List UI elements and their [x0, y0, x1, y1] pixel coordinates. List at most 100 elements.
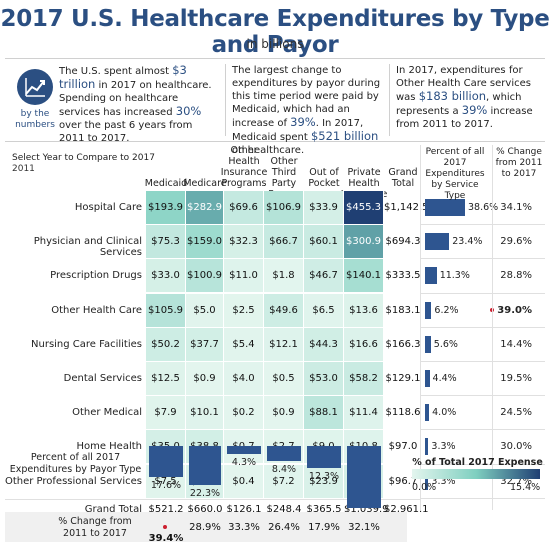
callout-spending: The U.S. spent almost $3 trillion in 201…	[59, 63, 212, 145]
service-type-pct-label: 3.3%	[431, 441, 456, 453]
matrix-cell: $5.0	[186, 293, 224, 328]
legend-title: % of Total 2017 Expense	[412, 457, 543, 468]
service-type-pct-label: 5.6%	[433, 338, 458, 350]
matrix-cell: $106.9	[264, 191, 304, 225]
matrix-cell: $96.7	[388, 475, 418, 487]
row-divider	[420, 361, 545, 362]
matrix-cell: $118.6	[385, 407, 421, 419]
payor-change-label: % Change from 2011 to 2017	[58, 516, 132, 539]
matrix-cell: $105.9	[146, 293, 186, 328]
row-label: Other Medical	[72, 407, 142, 419]
row-label: Physician and Clinical Services	[33, 236, 142, 259]
grand-total-label: Grand Total	[84, 503, 142, 515]
service-type-bar	[425, 404, 430, 422]
grand-total-value: $126.1	[226, 503, 262, 515]
payor-change-value: 17.9%	[308, 522, 340, 533]
matrix-cell: $69.6	[224, 191, 264, 225]
type-change-value: 29.6%	[500, 236, 532, 248]
type-change-value: 28.8%	[500, 270, 532, 282]
matrix-cell: $11.4	[344, 396, 384, 431]
matrix-cell: $88.1	[304, 396, 344, 431]
matrix-cell: $58.2	[344, 362, 384, 396]
grand-total-value: $660.0	[187, 503, 223, 515]
matrix-cell: $75.3	[146, 225, 186, 260]
type-change-value: 14.4%	[500, 338, 532, 350]
payor-bar	[189, 446, 221, 486]
matrix-cell: $46.7	[304, 259, 344, 294]
service-type-pct-label: 6.2%	[434, 304, 459, 316]
matrix-cell: $12.5	[146, 362, 186, 396]
service-type-pct-label: 4.4%	[432, 373, 457, 384]
payor-bar-label: 12.3%	[308, 470, 340, 482]
matrix-cell: $129.1	[385, 373, 421, 384]
legend-max: 15.4%	[510, 482, 541, 493]
service-type-pct-label: 3.3%	[431, 475, 456, 487]
type-change-value: 39.0%	[482, 305, 532, 316]
legend-min: 0.0%	[412, 482, 437, 493]
grand-total-value: $1,039.9	[344, 503, 389, 515]
page-subtitle: in billions	[246, 37, 304, 51]
matrix-cell: $7.2	[264, 464, 304, 499]
payor-bar	[227, 446, 261, 454]
row-label: Prescription Drugs	[50, 270, 142, 282]
matrix-cell: $193.9	[146, 191, 186, 225]
row-label: Hospital Care	[74, 202, 142, 213]
select-year-label: Select Year to Compare to 2017	[12, 153, 155, 163]
payor-bar	[347, 446, 381, 508]
highlight-dot	[162, 525, 167, 529]
callout-panel: by the numbers The U.S. spent almost $3 …	[5, 58, 546, 156]
matrix-cell: $100.9	[186, 259, 224, 294]
matrix-cell: $16.6	[344, 327, 384, 362]
type-change-header: % Change from 2011 to 2017	[495, 147, 543, 179]
service-type-pct-label: 23.4%	[452, 236, 483, 248]
matrix-cell: $2.5	[224, 293, 264, 328]
row-divider	[420, 497, 545, 499]
matrix-cell: $140.1	[344, 259, 384, 294]
grand-total-value: $2,961.1	[384, 503, 429, 515]
matrix-cell: $282.9	[186, 191, 224, 225]
column-header: Other Health Insurance Programs	[220, 145, 268, 189]
payor-bar	[149, 446, 183, 478]
service-type-pct-label: 11.3%	[439, 270, 470, 282]
matrix-cell: $4.0	[224, 362, 264, 396]
grand-total-value: $521.2	[148, 503, 184, 515]
matrix-cell: $1,142.5	[384, 202, 429, 213]
matrix-cell: $7.9	[146, 396, 186, 431]
service-type-header: Percent of all 2017 Expenditures by Serv…	[425, 147, 485, 201]
matrix-cell: $166.3	[385, 338, 421, 350]
matrix-cell: $159.0	[186, 225, 224, 260]
payor-change-value: 32.1%	[348, 522, 380, 533]
service-type-bar	[425, 472, 429, 490]
service-type-bar	[425, 335, 431, 353]
payor-change-value: 28.9%	[189, 522, 221, 533]
callout-medicaid: The largest change to expenditures by pa…	[225, 64, 392, 156]
payor-bar-label: 22.3%	[189, 488, 221, 500]
payor-bar-label: 8.4%	[271, 463, 297, 475]
legend-gradient	[412, 469, 540, 479]
row-label: Other Professional Services	[4, 475, 142, 487]
payor-bar	[267, 446, 301, 461]
payor-change-value: 33.3%	[228, 522, 260, 533]
matrix-cell: $1.8	[264, 259, 304, 294]
grand-total-top-line	[5, 498, 420, 500]
callout-other-health-care: In 2017, expenditures for Other Health C…	[389, 64, 546, 136]
matrix-cell: $50.2	[146, 327, 186, 362]
matrix-cell: $49.6	[264, 293, 304, 328]
matrix-cell: $455.3	[344, 191, 384, 225]
payor-bar-label: 17.6%	[150, 480, 182, 492]
divider-vertical	[492, 145, 493, 510]
row-label: Dental Services	[63, 373, 142, 384]
payor-change-value: 26.4%	[268, 522, 300, 533]
service-type-pct-label: 38.6%	[468, 202, 499, 213]
matrix-cell: $0.4	[224, 464, 264, 499]
row-divider	[420, 395, 545, 397]
matrix-cell: $6.5	[304, 293, 344, 328]
matrix-cell: $23.9	[304, 464, 344, 499]
year-dropdown[interactable]: 2011	[12, 164, 35, 174]
row-label: Home Health	[76, 441, 142, 453]
row-divider	[420, 224, 545, 226]
matrix-cell: $53.0	[304, 362, 344, 396]
matrix-cell: $5.4	[224, 327, 264, 362]
matrix-cell: $0.9	[264, 396, 304, 431]
type-change-value: 32.7%	[500, 475, 532, 487]
